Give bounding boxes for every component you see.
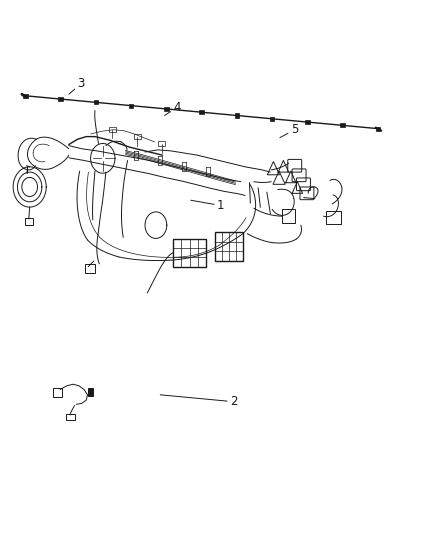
Bar <box>85 264 95 273</box>
Text: 5: 5 <box>280 123 298 138</box>
Bar <box>376 126 380 131</box>
Bar <box>25 218 33 225</box>
Text: 2: 2 <box>160 395 237 408</box>
Bar <box>215 232 243 261</box>
Bar <box>109 126 116 132</box>
Bar <box>270 117 274 121</box>
Bar <box>53 389 62 397</box>
Bar <box>282 209 295 223</box>
Bar <box>66 414 74 420</box>
Bar <box>94 100 98 104</box>
Text: 1: 1 <box>191 199 224 212</box>
Text: 3: 3 <box>69 77 85 94</box>
Bar <box>199 110 204 114</box>
Bar <box>325 211 341 224</box>
Bar <box>158 141 165 146</box>
Bar <box>305 120 310 124</box>
Bar <box>88 389 93 397</box>
Bar <box>164 107 169 111</box>
Bar <box>58 97 63 101</box>
Bar <box>340 123 345 127</box>
Bar <box>173 239 206 266</box>
Bar <box>129 103 133 108</box>
Bar <box>134 134 141 139</box>
Bar <box>23 94 28 98</box>
Text: 4: 4 <box>165 101 181 115</box>
Bar <box>235 114 239 118</box>
